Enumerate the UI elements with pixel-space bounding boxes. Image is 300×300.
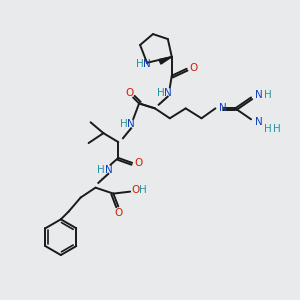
Text: N: N [219, 103, 227, 113]
Text: O: O [190, 63, 198, 73]
Text: H: H [139, 184, 147, 195]
Text: O: O [131, 184, 139, 195]
Text: H: H [157, 88, 165, 98]
Text: O: O [125, 88, 133, 98]
Text: N: N [255, 117, 263, 127]
Text: O: O [114, 208, 122, 218]
Text: N: N [255, 89, 263, 100]
Text: O: O [134, 158, 142, 168]
Text: N: N [104, 165, 112, 175]
Text: H: H [264, 89, 272, 100]
Text: N: N [143, 59, 151, 69]
Text: N: N [164, 88, 172, 98]
Text: H: H [136, 59, 144, 69]
Text: H: H [97, 165, 104, 175]
Text: H: H [273, 124, 280, 134]
Polygon shape [159, 57, 172, 64]
Text: N: N [127, 119, 135, 129]
Text: H: H [264, 124, 272, 134]
Text: H: H [120, 119, 128, 129]
